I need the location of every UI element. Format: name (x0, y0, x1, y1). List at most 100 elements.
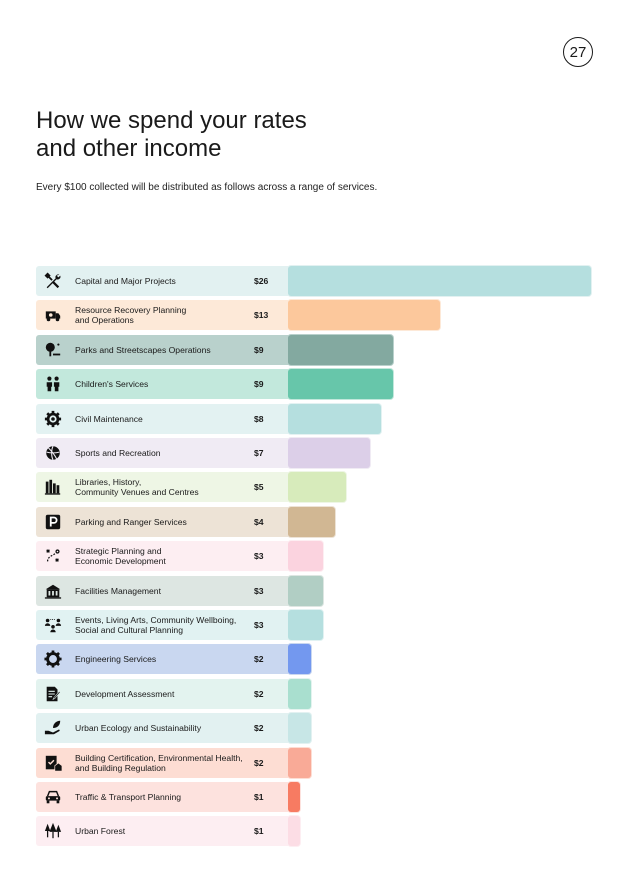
strategy-icon (43, 546, 63, 566)
chart-row: Facilities Management $3 (36, 575, 323, 606)
category-label-line: Resource Recovery Planning (75, 305, 187, 316)
certificate-icon (43, 753, 63, 773)
category-label-line: Parks and Streetscapes Operations (75, 344, 211, 355)
value-label: $2 (254, 688, 264, 699)
bar (288, 541, 323, 572)
row-background (36, 506, 335, 537)
bar (288, 610, 323, 640)
category-label: Urban Forest (75, 816, 255, 846)
chart-row: Parking and Ranger Services $4 (36, 506, 335, 537)
category-label: Strategic Planning and Economic Developme… (75, 541, 255, 571)
category-label-line: Facilities Management (75, 585, 161, 596)
engineering-gear-icon (43, 649, 63, 669)
category-label: Parks and Streetscapes Operations (75, 335, 255, 365)
category-label-line: Engineering Services (75, 654, 157, 665)
category-label-line: Sports and Recreation (75, 448, 161, 458)
row-background (36, 747, 312, 778)
page-title: How we spend your rates and other income (36, 107, 436, 163)
category-label: Traffic & Transport Planning (75, 782, 255, 812)
chart-row: Civil Maintenance $8 (36, 403, 382, 434)
category-label: Events, Living Arts, Community Wellboing… (75, 610, 255, 640)
building-icon (43, 581, 63, 601)
bar (288, 334, 393, 365)
bar (288, 678, 312, 709)
value-label: $1 (254, 826, 264, 837)
value-label: $2 (254, 757, 264, 768)
children-icon (43, 374, 63, 394)
row-background (36, 575, 323, 606)
category-label: Civil Maintenance (75, 404, 255, 434)
trees-icon (43, 821, 63, 841)
chart-row: Urban Forest $1 (36, 816, 300, 847)
category-label-line: Urban Forest (75, 826, 126, 837)
category-label-line: Economic Development (75, 556, 166, 567)
value-label: $1 (254, 792, 264, 802)
category-label-line: Social and Cultural Planning (75, 625, 183, 635)
parking-icon (43, 512, 63, 532)
bar (288, 300, 440, 331)
bar (288, 747, 312, 778)
bar (288, 438, 370, 468)
page-subtitle: Every $100 collected will be distributed… (36, 182, 378, 193)
tools-icon (43, 271, 63, 291)
category-label: Engineering Services (75, 644, 255, 674)
row-background (36, 541, 323, 572)
chart-row: Resource Recovery Planning and Operations… (36, 300, 440, 331)
value-label: $2 (254, 723, 264, 734)
category-label-line: Strategic Planning and (75, 546, 162, 557)
category-label-line: Children's Services (75, 379, 149, 390)
category-label-line: and Operations (75, 315, 134, 326)
value-label: $5 (254, 482, 264, 493)
chart-row: Strategic Planning and Economic Developme… (36, 541, 323, 572)
chart-row: Building Certification, Environmental He… (36, 747, 312, 778)
category-label-line: Community Venues and Centres (75, 487, 199, 498)
bar (288, 472, 347, 503)
category-label: Resource Recovery Planning and Operations (75, 300, 255, 330)
category-label-line: Events, Living Arts, Community Wellboing… (75, 615, 237, 625)
value-label: $4 (254, 516, 264, 527)
category-label-line: and Building Regulation (75, 762, 166, 773)
row-background (36, 782, 300, 812)
category-label: Urban Ecology and Sustainability (75, 713, 255, 743)
chart-row: Urban Ecology and Sustainability $2 (36, 713, 312, 744)
title-line-1: How we spend your rates (36, 107, 307, 134)
community-icon (43, 615, 63, 635)
car-icon (43, 787, 63, 807)
value-label: $3 (254, 620, 264, 630)
category-label: Facilities Management (75, 576, 255, 606)
bar (288, 782, 300, 812)
park-tree-icon (43, 340, 63, 360)
category-label: Children's Services (75, 369, 255, 399)
category-label-line: Civil Maintenance (75, 413, 143, 424)
row-background (36, 816, 300, 847)
bar (288, 575, 323, 606)
value-label: $26 (254, 276, 269, 286)
category-label: Libraries, History, Community Venues and … (75, 472, 255, 502)
category-label-line: Development Assessment (75, 688, 175, 699)
chart-row: Traffic & Transport Planning $1 (36, 782, 300, 812)
hand-leaf-icon (43, 718, 63, 738)
bar (288, 644, 312, 675)
value-label: $2 (254, 654, 264, 665)
chart-row: Engineering Services $2 (36, 644, 312, 675)
value-label: $3 (254, 585, 264, 596)
gear-icon (43, 409, 63, 429)
category-label: Building Certification, Environmental He… (75, 748, 255, 778)
books-icon (43, 477, 63, 497)
value-label: $7 (254, 448, 264, 458)
bar (288, 369, 393, 400)
chart-row: Children's Services $9 (36, 369, 393, 400)
page-number: 27 (563, 37, 593, 67)
bar (288, 816, 300, 847)
category-label: Development Assessment (75, 679, 255, 709)
category-label-line: Building Certification, Environmental He… (75, 752, 243, 763)
chart-row: Sports and Recreation $7 (36, 438, 370, 468)
chart-row: Capital and Major Projects $26 (36, 266, 591, 296)
chart-row: Events, Living Arts, Community Wellboing… (36, 610, 323, 640)
value-label: $13 (254, 310, 269, 321)
category-label-line: Traffic & Transport Planning (75, 792, 182, 802)
title-line-2: and other income (36, 135, 222, 162)
bar (288, 403, 382, 434)
category-label-line: Capital and Major Projects (75, 276, 176, 286)
